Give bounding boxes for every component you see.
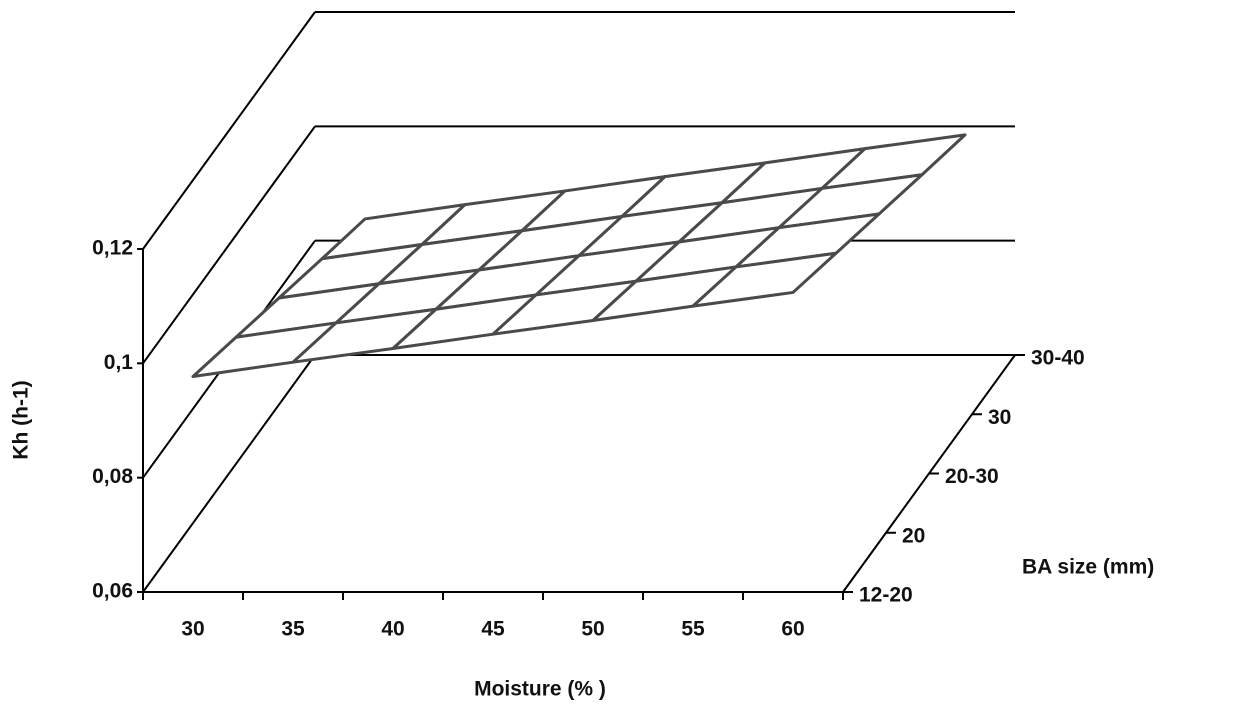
x-tick-label: 50 [581, 618, 604, 641]
z-tick-label: 20 [902, 524, 925, 547]
x-tick-label: 35 [281, 618, 305, 641]
y-tick-label: 0,12 [92, 237, 133, 260]
y-axis-title: Kh (h-1) [10, 380, 33, 459]
wall-line [142, 11, 316, 250]
x-tick-label: 45 [481, 618, 505, 641]
wall-line [142, 354, 316, 593]
z-axis-title: BA size (mm) [1022, 556, 1154, 579]
z-tick-label: 20-30 [945, 465, 999, 488]
z-tick-label: 30-40 [1031, 347, 1085, 370]
x-tick-label: 30 [181, 618, 204, 641]
y-tick-label: 0,06 [92, 580, 133, 603]
x-tick-label: 40 [381, 618, 404, 641]
z-tick-label: 30 [988, 406, 1011, 429]
x-tick-label: 55 [681, 618, 705, 641]
x-tick-label: 60 [781, 618, 804, 641]
z-tick-label: 12-20 [859, 584, 913, 607]
y-tick-label: 0,08 [92, 465, 133, 488]
x-axis-title: Moisture (% ) [474, 678, 606, 701]
wall-line [142, 125, 316, 364]
y-tick-label: 0,1 [104, 351, 134, 374]
surface-cell [691, 251, 838, 308]
